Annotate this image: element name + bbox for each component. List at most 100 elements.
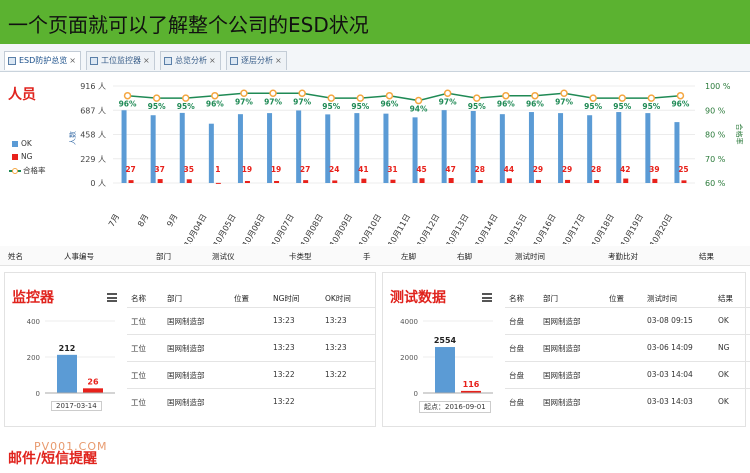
rate-point bbox=[269, 89, 277, 98]
y-tick-left: 229 人 bbox=[80, 155, 106, 164]
tab-overview-analysis[interactable]: 总览分析 × bbox=[160, 51, 221, 70]
table-cell: 国网制造部 bbox=[167, 317, 205, 326]
ng-data-label: 24 bbox=[329, 165, 339, 174]
ng-data-label: 19 bbox=[242, 165, 252, 174]
y-tick-right: 100 % bbox=[705, 82, 731, 91]
table-cell: 03-03 14:04 bbox=[647, 370, 693, 379]
mini-y-tick: 0 bbox=[36, 390, 40, 398]
x-tick-label: 10月18日 bbox=[590, 213, 616, 245]
testdata-panel: 测试数据 4000 2000 0 2554 116 起点：2016-09-01 名称 部门… bbox=[382, 272, 750, 427]
column-header[interactable]: OK时间 bbox=[325, 294, 351, 303]
column-header[interactable]: 位置 bbox=[609, 294, 624, 303]
mini-data-label: 116 bbox=[463, 380, 480, 389]
x-tick-label: 10月17日 bbox=[561, 213, 587, 245]
mini-data-label: 212 bbox=[59, 344, 76, 353]
tab-label: 工位监控器 bbox=[101, 56, 141, 65]
mini-data-label: 2554 bbox=[434, 336, 457, 345]
tab-layer-analysis[interactable]: 逐层分析 × bbox=[226, 51, 287, 70]
bar-ok bbox=[267, 113, 273, 183]
column-header[interactable]: 名称 bbox=[509, 294, 524, 303]
column-header[interactable]: 部门 bbox=[543, 294, 558, 303]
rate-data-label: 96% bbox=[206, 100, 224, 109]
x-tick-label: 10月10日 bbox=[357, 213, 383, 245]
tab-esd-overview[interactable]: ESD防护总览 × bbox=[4, 51, 81, 70]
bar-ng bbox=[186, 179, 192, 183]
column-header[interactable]: 右脚 bbox=[457, 252, 472, 261]
x-tick-label: 10月13日 bbox=[445, 213, 471, 245]
mini-y-tick: 0 bbox=[414, 390, 418, 398]
monitor-panel: 监控器 400 200 0 212 26 2017-03-14 名称 部门 位置 NG时间 OK… bbox=[4, 272, 376, 427]
row-divider bbox=[505, 361, 750, 362]
x-tick-label: 10月08日 bbox=[299, 213, 325, 245]
ng-data-label: 27 bbox=[125, 165, 135, 174]
rate-data-label: 96% bbox=[119, 100, 137, 109]
bar-ok bbox=[383, 113, 389, 183]
table-cell: 国网制造部 bbox=[543, 344, 581, 353]
table-cell: 台盘 bbox=[509, 344, 524, 353]
legend-rate-label: 合格率 bbox=[23, 166, 46, 175]
bar-ng bbox=[128, 180, 134, 183]
bar-ok bbox=[237, 114, 243, 183]
column-header[interactable]: 姓名 bbox=[8, 252, 23, 261]
bar-ok bbox=[470, 110, 476, 183]
column-header[interactable]: NG时间 bbox=[273, 294, 300, 303]
personnel-table-header: 姓名 人事编号 部门 测试仪 卡类型 手 左脚 右脚 测试时间 考勤比对 结果 bbox=[0, 246, 750, 266]
close-icon[interactable]: × bbox=[143, 56, 150, 65]
legend-ng-label: NG bbox=[21, 152, 33, 161]
x-tick-label: 7月 bbox=[107, 213, 121, 229]
column-header[interactable]: 部门 bbox=[156, 252, 171, 261]
close-icon[interactable]: × bbox=[69, 56, 76, 65]
ng-data-label: 28 bbox=[475, 165, 485, 174]
y-axis-label-left: 人数 bbox=[68, 131, 77, 145]
column-header[interactable]: 部门 bbox=[167, 294, 182, 303]
rate-data-label: 97% bbox=[555, 97, 573, 106]
mini-y-tick: 4000 bbox=[400, 318, 418, 326]
tab-station-monitor[interactable]: 工位监控器 × bbox=[86, 51, 155, 70]
column-header[interactable]: 人事编号 bbox=[64, 252, 94, 261]
column-header[interactable]: 测试仪 bbox=[212, 252, 235, 261]
footer-section: PV001.COM 邮件/短信提醒 bbox=[0, 430, 750, 473]
column-header[interactable]: 位置 bbox=[234, 294, 249, 303]
rate-point bbox=[211, 91, 219, 100]
personnel-title: 人员 bbox=[8, 87, 36, 103]
rate-point bbox=[385, 91, 394, 100]
row-divider bbox=[127, 388, 375, 389]
rate-point bbox=[298, 89, 306, 98]
column-header[interactable]: 结果 bbox=[718, 294, 733, 303]
close-icon[interactable]: × bbox=[275, 56, 282, 65]
table-cell: 03-06 14:09 bbox=[647, 343, 693, 352]
menu-icon[interactable] bbox=[482, 293, 492, 302]
column-header[interactable]: 考勤比对 bbox=[608, 252, 638, 261]
table-cell: OK bbox=[718, 316, 729, 325]
column-header[interactable]: 名称 bbox=[131, 294, 146, 303]
x-tick-label: 9月 bbox=[165, 213, 179, 229]
column-header[interactable]: 测试时间 bbox=[515, 252, 545, 261]
column-header[interactable]: 结果 bbox=[699, 252, 714, 261]
bar-ng bbox=[565, 179, 571, 183]
rate-data-label: 95% bbox=[148, 102, 166, 111]
y-tick-left: 0 人 bbox=[90, 179, 106, 188]
table-cell: 工位 bbox=[131, 398, 146, 407]
testdata-title: 测试数据 bbox=[390, 290, 446, 306]
bar-ok bbox=[674, 122, 680, 183]
column-header[interactable]: 测试时间 bbox=[647, 294, 677, 303]
tab-page-icon bbox=[8, 57, 16, 65]
menu-icon[interactable] bbox=[107, 293, 117, 302]
mini-data-label: 26 bbox=[87, 377, 99, 386]
bar-ok bbox=[528, 112, 534, 183]
tab-page-icon bbox=[164, 57, 172, 65]
table-cell: 工位 bbox=[131, 317, 146, 326]
ng-data-label: 37 bbox=[154, 165, 164, 174]
personnel-chart-section: 人员 OK NG 合格率 916 人 687 人 458 人 229 人 0 人 100 … bbox=[0, 72, 750, 244]
mini-y-tick: 200 bbox=[27, 354, 40, 362]
bar-ng bbox=[274, 180, 280, 183]
close-icon[interactable]: × bbox=[209, 56, 216, 65]
bar-ok bbox=[587, 115, 593, 183]
column-header[interactable]: 左脚 bbox=[401, 252, 416, 261]
ng-data-label: 42 bbox=[620, 165, 630, 174]
column-header[interactable]: 手 bbox=[363, 252, 371, 261]
table-cell: 13:22 bbox=[273, 397, 295, 406]
column-header[interactable]: 卡类型 bbox=[289, 252, 312, 261]
watermark: PV001.COM bbox=[34, 440, 108, 453]
table-cell: 国网制造部 bbox=[543, 317, 581, 326]
